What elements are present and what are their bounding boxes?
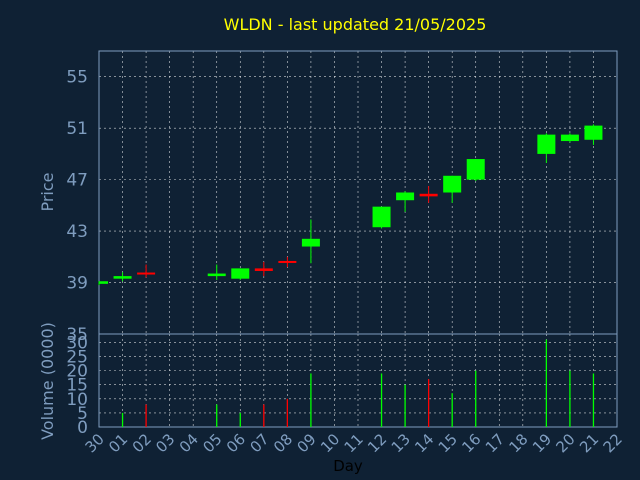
day-tick-label: 12 xyxy=(364,430,390,456)
candle-body xyxy=(419,193,438,197)
day-tick-label: 01 xyxy=(105,430,131,456)
volume-tick-label: 25 xyxy=(66,348,88,368)
day-tick-label: 19 xyxy=(529,430,555,456)
candle-body xyxy=(254,268,273,271)
day-tick-label: 11 xyxy=(341,430,367,456)
day-tick-label: 04 xyxy=(176,430,202,456)
day-tick-label: 20 xyxy=(553,430,579,456)
price-tick-label: 43 xyxy=(66,222,88,242)
day-tick-label: 10 xyxy=(317,430,343,456)
day-tick-label: 22 xyxy=(600,430,626,456)
candle-body xyxy=(584,125,603,140)
day-tick-label: 02 xyxy=(129,430,155,456)
price-tick-label: 51 xyxy=(66,119,88,139)
candle-body xyxy=(466,159,485,180)
day-tick-label: 16 xyxy=(458,430,484,456)
price-tick-label: 35 xyxy=(66,325,88,345)
candle-body xyxy=(207,273,226,277)
candle-body xyxy=(396,192,415,201)
day-tick-label: 05 xyxy=(199,430,225,456)
candles xyxy=(98,124,603,286)
volume-tick-label: 10 xyxy=(66,390,88,410)
day-axis-ticks: 3001020304050607080910111213141516171819… xyxy=(82,430,626,456)
candle-body xyxy=(137,272,156,275)
candle-body xyxy=(372,206,391,228)
volume-tick-label: 15 xyxy=(66,376,88,396)
volume-bars xyxy=(121,339,595,427)
day-tick-label: 18 xyxy=(505,430,531,456)
volume-plot-frame xyxy=(98,333,618,428)
candle-body xyxy=(99,281,108,284)
candle-body xyxy=(560,134,579,142)
day-tick-label: 09 xyxy=(294,430,320,456)
volume-grid xyxy=(98,334,618,427)
day-tick-label: 14 xyxy=(411,430,437,456)
day-tick-label: 07 xyxy=(246,430,272,456)
day-tick-label: 08 xyxy=(270,430,296,456)
price-tick-label: 55 xyxy=(66,68,88,88)
day-tick-label: 06 xyxy=(223,430,249,456)
candle-body xyxy=(231,268,250,279)
candle-body xyxy=(537,134,556,154)
volume-axis-label: Volume (0000) xyxy=(38,322,57,440)
day-axis-label: Day xyxy=(333,457,363,475)
day-tick-label: 03 xyxy=(152,430,178,456)
price-axis-ticks: 35 39 43 47 51 55 xyxy=(66,68,88,345)
candle-body xyxy=(301,238,320,247)
volume-tick-label: 0 xyxy=(77,418,88,438)
price-tick-label: 47 xyxy=(66,171,88,191)
candle-body xyxy=(278,260,297,263)
day-tick-label: 15 xyxy=(435,430,461,456)
price-grid xyxy=(98,51,618,334)
day-tick-label: 17 xyxy=(482,430,508,456)
chart-title: WLDN - last updated 21/05/2025 xyxy=(224,15,487,34)
price-axis-label: Price xyxy=(38,172,57,211)
day-tick-label: 21 xyxy=(576,430,602,456)
candle-body xyxy=(113,276,132,279)
candle-body xyxy=(443,175,462,193)
volume-tick-label: 30 xyxy=(66,333,88,353)
volume-tick-label: 5 xyxy=(77,404,88,424)
price-tick-label: 39 xyxy=(66,274,88,294)
day-tick-label: 13 xyxy=(388,430,414,456)
volume-tick-label: 20 xyxy=(66,362,88,382)
